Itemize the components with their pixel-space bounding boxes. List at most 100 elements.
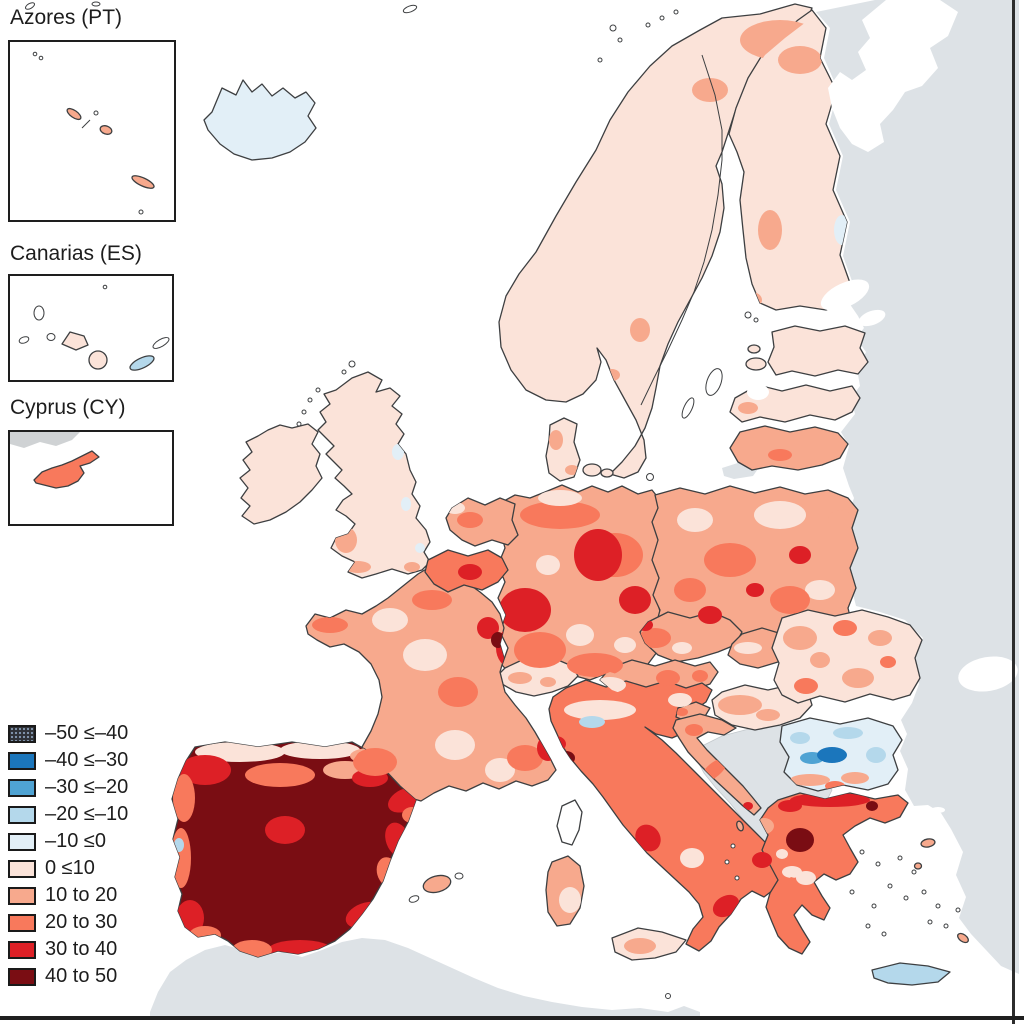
cyprus-inset-map [10,432,100,489]
value-patch [557,751,575,765]
island-lesbos [920,838,936,848]
value-patch [401,497,411,511]
value-patch [668,693,692,707]
value-patch [778,800,802,812]
region-estonia [767,325,869,377]
island-ibiza [408,895,420,903]
region-united-kingdom [317,371,431,579]
value-patch [790,774,830,786]
island-gran-canaria [88,350,108,370]
legend-swatch [8,724,36,743]
value-patch [692,78,728,102]
legend-label: 40 to 50 [45,965,118,987]
value-patch [768,449,792,461]
value-patch [692,670,708,682]
value-patch [758,210,782,250]
slovakia-patches [734,642,762,654]
inset-box-cyprus [8,430,174,526]
value-patch [698,606,722,624]
island-oland [681,397,695,419]
value-patch [718,695,762,715]
slovenia-patches [676,708,688,716]
figure-bottom-border [0,1016,1024,1020]
value-patch [499,588,551,632]
value-patch [833,620,857,636]
value-patch [789,546,811,564]
value-patch [866,747,886,763]
value-patch [174,838,184,852]
hungary-patches [718,695,780,721]
value-patch [353,748,397,776]
island-el-hierro [18,336,30,344]
value-patch [796,871,816,885]
island-la-gomera [46,333,56,341]
germany-patches [499,490,651,677]
legend-row: 30 to 40 [8,938,128,960]
value-patch [754,501,806,529]
value-patch [704,543,756,577]
legend-swatch [8,967,36,986]
value-patch [330,682,380,718]
figure-right-border [1012,0,1015,1024]
island-funen [600,468,614,478]
switzerland-patches [508,672,556,687]
island-la-palma [33,305,45,321]
greece-patches [760,793,878,931]
region-crete [871,962,951,986]
value-patch [656,670,680,686]
value-patch [640,628,671,648]
island-bornholm [646,473,654,481]
denmark-patches [549,430,579,475]
value-patch [738,402,758,414]
island-saaremaa [745,357,767,371]
inset-box-canarias [8,274,174,382]
value-patch [833,727,863,739]
value-patch [841,772,869,784]
value-patch [446,502,465,514]
value-patch [540,677,556,687]
value-patch [756,709,780,721]
island-corfu [736,820,744,832]
value-patch [435,730,475,760]
azores-inset-map [32,51,155,215]
inset-label-cyprus: Cyprus (CY) [10,396,126,419]
inset-label-canarias: Canarias (ES) [10,242,142,265]
region-corsica [556,799,583,846]
island-tenerife [61,331,89,351]
legend-label: –50 ≤–40 [45,722,129,744]
island-zealand [582,463,602,477]
value-patch [817,747,847,763]
poland-patches [674,501,852,624]
legend-swatch [8,751,36,770]
legend-swatch [8,832,36,851]
value-patch [172,828,191,888]
legend-label: 30 to 40 [45,938,118,960]
value-patch [776,849,788,859]
legend-label: –40 ≤–30 [45,749,129,771]
value-patch [676,708,688,716]
value-patch [828,510,852,530]
legend-label: 10 to 20 [45,884,118,906]
value-patch [752,852,772,868]
value-patch [508,672,532,684]
legend-label: –20 ≤–10 [45,803,129,825]
value-patch [579,716,605,728]
value-patch [265,816,305,844]
value-patch [403,639,447,671]
lake-onega [858,309,886,327]
legend-swatch [8,805,36,824]
value-patch [415,543,425,553]
value-patch [880,656,896,668]
legend-row: –30 ≤–20 [8,777,128,797]
value-patch [412,590,452,610]
value-patch [538,490,582,506]
lake-ladoga [820,279,870,311]
value-patch [619,586,651,614]
value-patch [614,637,636,653]
value-patch [438,677,478,707]
value-patch [712,894,740,918]
value-patch [677,508,713,532]
value-patch [770,586,810,614]
region-iceland [203,79,317,161]
